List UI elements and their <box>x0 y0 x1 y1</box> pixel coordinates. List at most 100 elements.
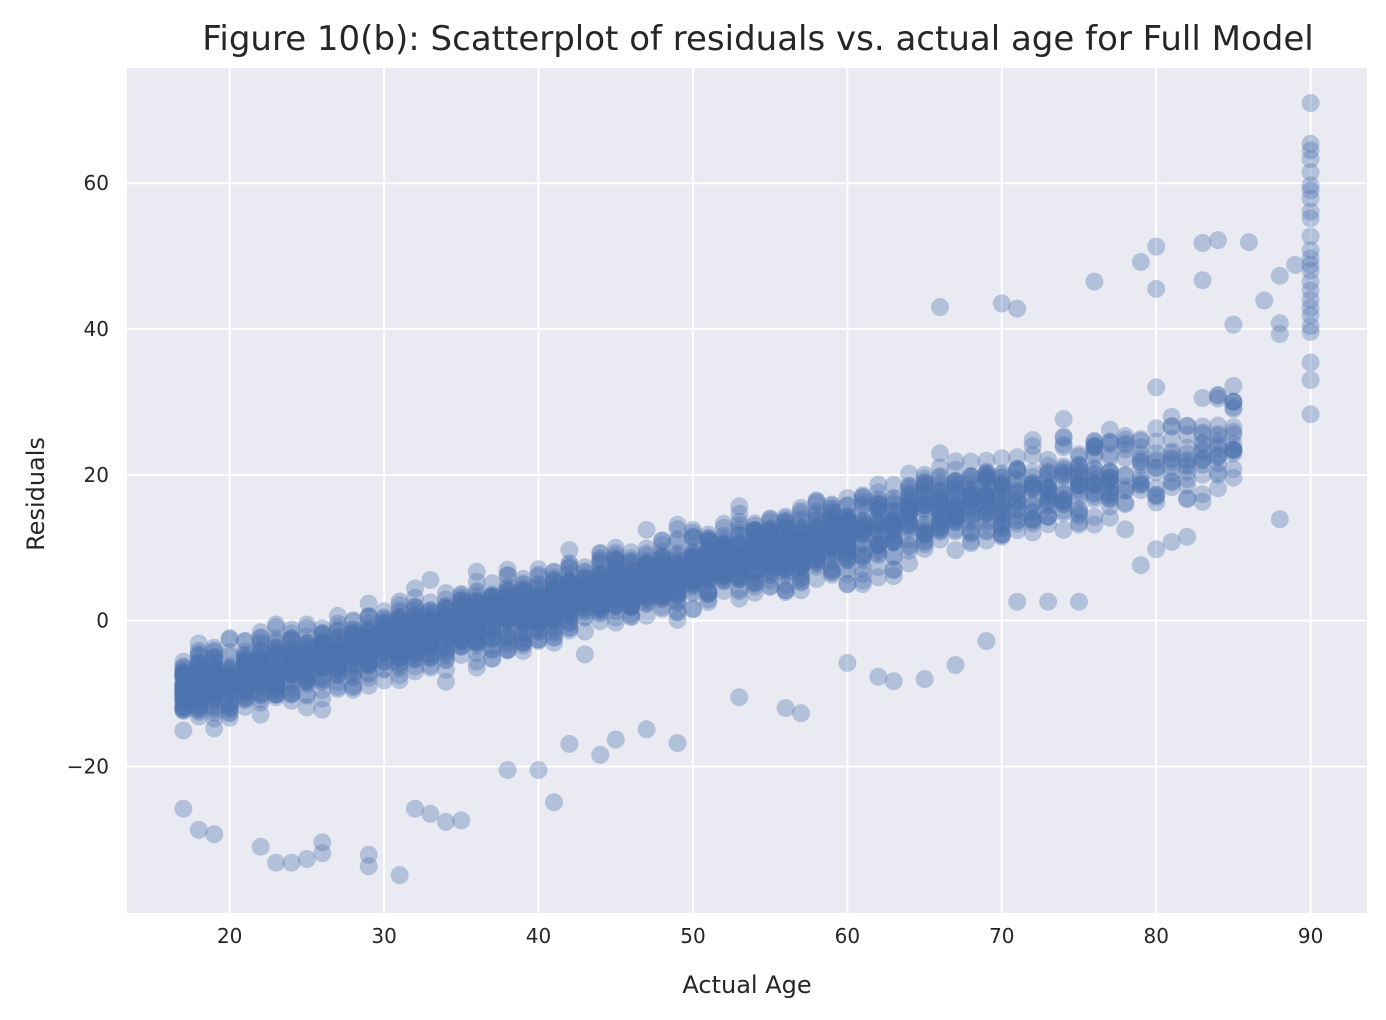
scatter-point <box>297 649 316 668</box>
scatter-point <box>220 699 239 718</box>
scatter-point <box>251 667 270 686</box>
scatter-point <box>822 538 841 557</box>
scatter-point <box>668 572 687 591</box>
scatter-point <box>822 545 841 564</box>
scatter-point <box>282 649 301 668</box>
scatter-point <box>1085 465 1104 484</box>
scatter-point <box>668 574 687 593</box>
scatter-point <box>1039 488 1058 507</box>
scatter-point <box>838 533 857 551</box>
scatter-point <box>359 653 378 672</box>
scatter-point <box>313 658 332 677</box>
scatter-point <box>545 612 563 631</box>
scatter-point <box>699 560 718 579</box>
scatter-point <box>344 663 363 682</box>
scatter-point <box>545 578 563 597</box>
scatter-point <box>653 575 672 594</box>
scatter-point <box>591 551 610 569</box>
scatter-point <box>375 632 394 651</box>
scatter-point <box>637 579 656 598</box>
scatter-point <box>730 549 749 568</box>
scatter-point <box>1085 476 1104 494</box>
scatter-point <box>1131 481 1150 500</box>
scatter-point <box>792 581 810 600</box>
scatter-point <box>452 624 471 643</box>
scatter-point <box>406 615 424 634</box>
scatter-point <box>1023 446 1042 465</box>
scatter-point <box>375 671 394 690</box>
scatter-point <box>591 592 610 611</box>
scatter-point <box>714 560 733 578</box>
scatter-point <box>714 540 733 559</box>
scatter-point <box>452 605 471 624</box>
scatter-point <box>1023 511 1042 530</box>
scatter-point <box>684 523 702 542</box>
scatter-point <box>359 654 378 673</box>
scatter-point <box>869 514 888 533</box>
scatter-point <box>684 564 702 583</box>
scatter-point <box>282 662 301 681</box>
scatter-point <box>977 505 996 524</box>
scatter-point <box>838 516 857 534</box>
scatter-point <box>1070 472 1088 490</box>
scatter-point <box>931 521 949 540</box>
scatter-point <box>251 639 270 658</box>
scatter-point <box>344 648 363 667</box>
scatter-point <box>359 645 378 663</box>
scatter-point <box>375 602 394 621</box>
scatter-point <box>297 644 316 663</box>
scatter-point <box>915 496 934 515</box>
scatter-point <box>205 667 224 685</box>
scatter-point <box>761 557 780 576</box>
scatter-point <box>529 582 548 601</box>
scatter-point <box>359 634 378 653</box>
scatter-point <box>622 596 641 615</box>
scatter-point <box>684 549 702 568</box>
scatter-point <box>220 679 239 698</box>
scatter-point <box>406 635 424 654</box>
scatter-point <box>560 597 579 616</box>
scatter-point <box>297 638 316 656</box>
scatter-point <box>328 643 347 661</box>
scatter-point <box>853 495 872 514</box>
scatter-point <box>931 495 949 514</box>
scatter-point <box>575 589 594 608</box>
scatter-point <box>406 619 424 638</box>
scatter-point <box>884 533 903 552</box>
scatter-point <box>436 590 455 609</box>
scatter-point <box>869 524 888 543</box>
scatter-point <box>236 664 255 683</box>
scatter-point <box>375 625 394 644</box>
scatter-point <box>174 684 193 703</box>
scatter-point <box>514 629 533 648</box>
scatter-point <box>745 549 764 567</box>
scatter-point <box>961 486 980 505</box>
scatter-point <box>498 581 517 600</box>
scatter-point <box>560 578 579 597</box>
scatter-point <box>961 482 980 500</box>
scatter-point <box>776 537 795 556</box>
scatter-point <box>684 571 702 590</box>
scatter-point <box>668 554 687 573</box>
scatter-point <box>436 610 455 629</box>
scatter-point <box>792 532 810 550</box>
scatter-point <box>776 542 795 561</box>
scatter-point <box>807 506 826 524</box>
scatter-point <box>220 659 239 678</box>
scatter-point <box>545 633 563 652</box>
scatter-point <box>189 669 208 688</box>
scatter-point <box>653 542 672 561</box>
scatter-point <box>1100 508 1119 527</box>
scatter-point <box>1039 496 1058 515</box>
scatter-point <box>297 633 316 652</box>
scatter-point <box>761 532 780 550</box>
scatter-point <box>822 563 841 582</box>
scatter-point <box>884 502 903 521</box>
scatter-point <box>792 498 810 517</box>
scatter-point <box>545 628 563 647</box>
scatter-point <box>961 486 980 504</box>
scatter-point <box>575 578 594 597</box>
scatter-point <box>606 567 625 585</box>
scatter-point <box>668 572 687 591</box>
scatter-point <box>992 527 1011 546</box>
